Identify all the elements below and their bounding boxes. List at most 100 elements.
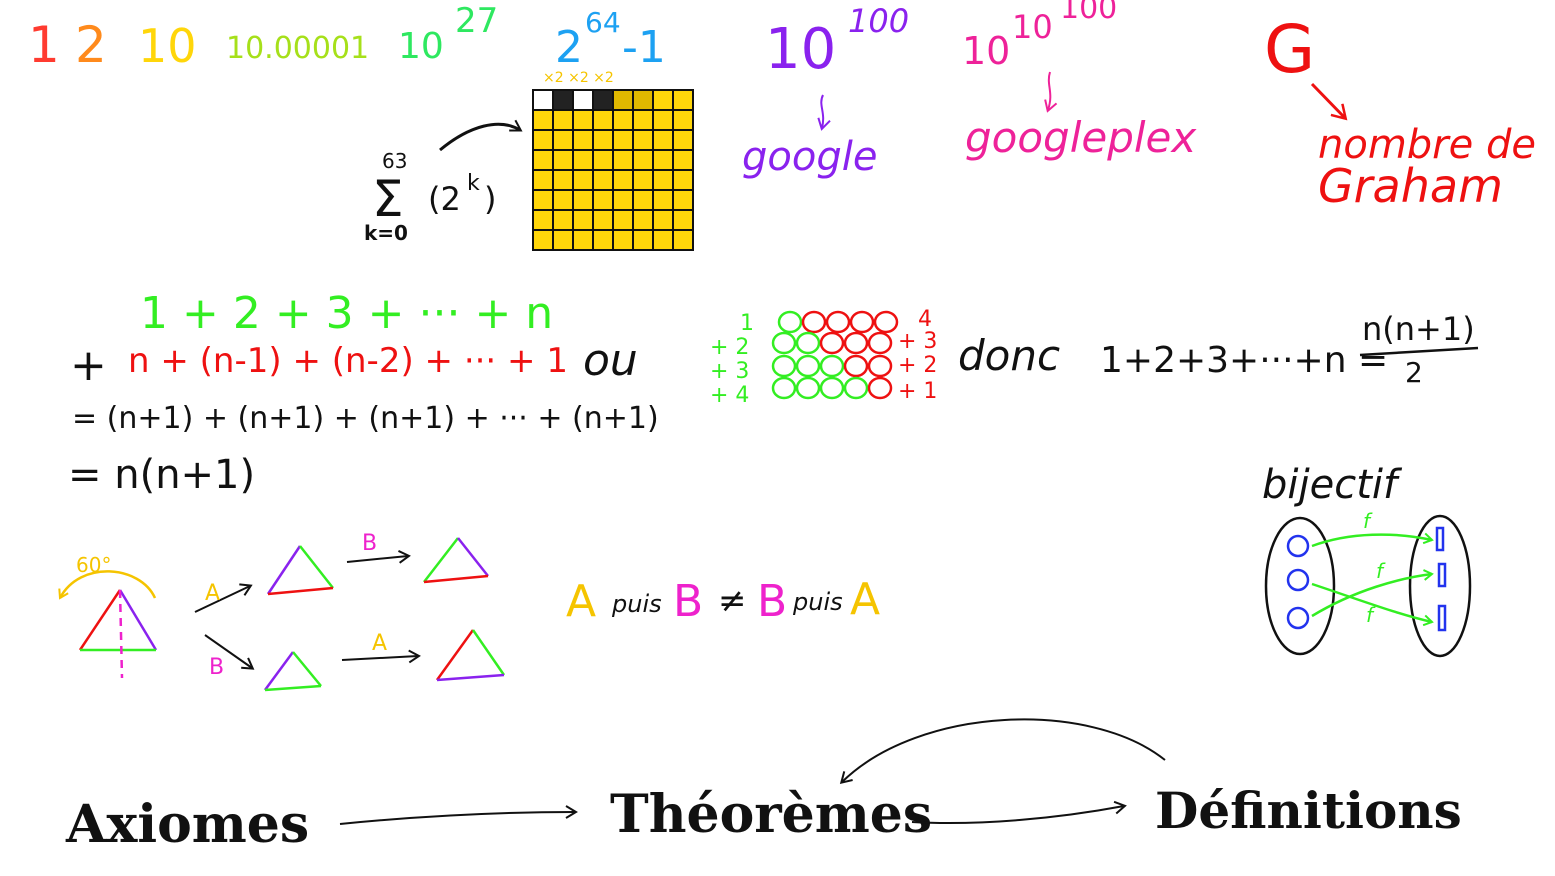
domain-element-2 xyxy=(1286,568,1310,592)
chessboard: ×2 ×2 ×2 xyxy=(532,70,694,251)
chessboard-square xyxy=(592,109,614,131)
label-a-up: A xyxy=(205,581,220,606)
chessboard-square xyxy=(612,149,634,171)
bijection-map-1 xyxy=(1311,532,1434,548)
triangle-ab-result xyxy=(423,537,489,584)
domain-element-3 xyxy=(1286,606,1310,630)
chessboard-square xyxy=(552,189,574,211)
chessboard-square xyxy=(572,129,594,151)
chessboard-square xyxy=(572,149,594,171)
gauss-formula-denominator: 2 xyxy=(1405,356,1423,389)
chessboard-square xyxy=(672,229,694,251)
chessboard-square xyxy=(552,89,574,111)
sum-to-board-arrow xyxy=(439,119,523,152)
sum-term-close: ) xyxy=(484,180,496,218)
chessboard-square xyxy=(552,109,574,131)
number-two-64-exp: 64 xyxy=(585,6,621,39)
chessboard-square xyxy=(652,109,674,131)
number-graham-g: G xyxy=(1264,11,1315,88)
chessboard-square xyxy=(532,169,554,191)
gauss-line4: = n(n+1) xyxy=(68,452,255,498)
bijection-map-3 xyxy=(1311,569,1434,618)
chessboard-square xyxy=(572,209,594,231)
googleplex-arrow xyxy=(1044,71,1058,113)
chessboard-square xyxy=(572,89,594,111)
chessboard-square xyxy=(572,169,594,191)
gauss-red-circle xyxy=(825,310,851,334)
chessboard-square xyxy=(592,89,614,111)
chessboard-square xyxy=(652,169,674,191)
chessboard-square xyxy=(592,169,614,191)
chessboard-square xyxy=(552,149,574,171)
triangle1-axis xyxy=(118,589,124,679)
gauss-red-circle xyxy=(843,331,869,355)
number-two-64-base: 2 xyxy=(555,22,583,73)
triangle1-right-side xyxy=(118,589,158,651)
gauss-red-circle xyxy=(867,331,893,355)
chessboard-square xyxy=(672,189,694,211)
codomain-element-2 xyxy=(1437,562,1447,588)
chessboard-square xyxy=(612,229,634,251)
row-label-left-4: + 4 xyxy=(710,383,749,408)
number-one: 1 xyxy=(28,16,60,74)
chessboard-square xyxy=(632,189,654,211)
statement-puis2: puis xyxy=(792,588,843,616)
gauss-green-circle xyxy=(771,331,797,355)
hierarchy-axiomes: Axiomes xyxy=(65,794,309,855)
chessboard-square xyxy=(592,189,614,211)
gauss-formula-numerator: n(n+1) xyxy=(1362,310,1475,348)
chessboard-square xyxy=(532,89,554,111)
gauss-green-circle xyxy=(777,310,803,334)
chessboard-grid xyxy=(532,89,694,251)
arrow-a-up xyxy=(194,583,253,613)
arrow-theoremes-to-definitions xyxy=(911,800,1127,825)
domain-element-1 xyxy=(1286,534,1310,558)
gauss-red-circle xyxy=(867,376,893,400)
chessboard-square xyxy=(652,229,674,251)
arrow-then-b xyxy=(346,550,411,564)
gauss-red-circle xyxy=(819,331,845,355)
chessboard-square xyxy=(632,89,654,111)
chessboard-square xyxy=(572,229,594,251)
arrow-b-down xyxy=(204,634,255,670)
chessboard-square xyxy=(592,149,614,171)
bijection-map-2 xyxy=(1311,582,1434,627)
sum-formula: 63 Σ k=0 (2 k ) xyxy=(364,119,523,245)
chessboard-square xyxy=(632,169,654,191)
chessboard-square xyxy=(612,169,634,191)
chessboard-square xyxy=(592,229,614,251)
gauss-red-circle xyxy=(843,354,869,378)
sum-sigma: Σ xyxy=(372,170,404,228)
rotation-figure: 60° xyxy=(58,553,158,679)
gauss-circle-grid xyxy=(771,310,899,400)
graham-label-line1: nombre de xyxy=(1318,122,1536,168)
bijection-codomain-set xyxy=(1408,514,1472,658)
chessboard-square xyxy=(652,129,674,151)
number-two: 2 xyxy=(75,16,107,74)
chessboard-square xyxy=(612,89,634,111)
number-googol-exp: 100 xyxy=(848,2,909,40)
number-ten-27-base: 10 xyxy=(398,26,444,67)
rotation-arc-arrow xyxy=(58,570,157,600)
row-label-right-2: + 3 xyxy=(898,329,937,354)
gauss-red-circle xyxy=(849,310,875,334)
statement-b2: B xyxy=(757,576,787,627)
arrow-definitions-to-theoremes xyxy=(839,718,1166,785)
gauss-line2: n + (n-1) + (n-2) + ··· + 1 xyxy=(128,341,568,381)
graham-label-line2: Graham xyxy=(1318,159,1503,213)
triangle-ba-result xyxy=(435,629,506,682)
chessboard-square xyxy=(632,209,654,231)
number-googolplex-exp2: 100 xyxy=(1060,0,1117,26)
gauss-red-circle xyxy=(801,310,827,334)
number-ten-27-exp: 27 xyxy=(455,1,498,41)
gauss-green-circle xyxy=(843,376,869,400)
chessboard-square xyxy=(672,89,694,111)
chessboard-square xyxy=(552,129,574,151)
row-label-left-1: 1 xyxy=(740,311,754,336)
chessboard-square xyxy=(632,109,654,131)
chessboard-square xyxy=(612,129,634,151)
chessboard-square xyxy=(532,209,554,231)
chessboard-square xyxy=(632,129,654,151)
chessboard-square xyxy=(532,109,554,131)
